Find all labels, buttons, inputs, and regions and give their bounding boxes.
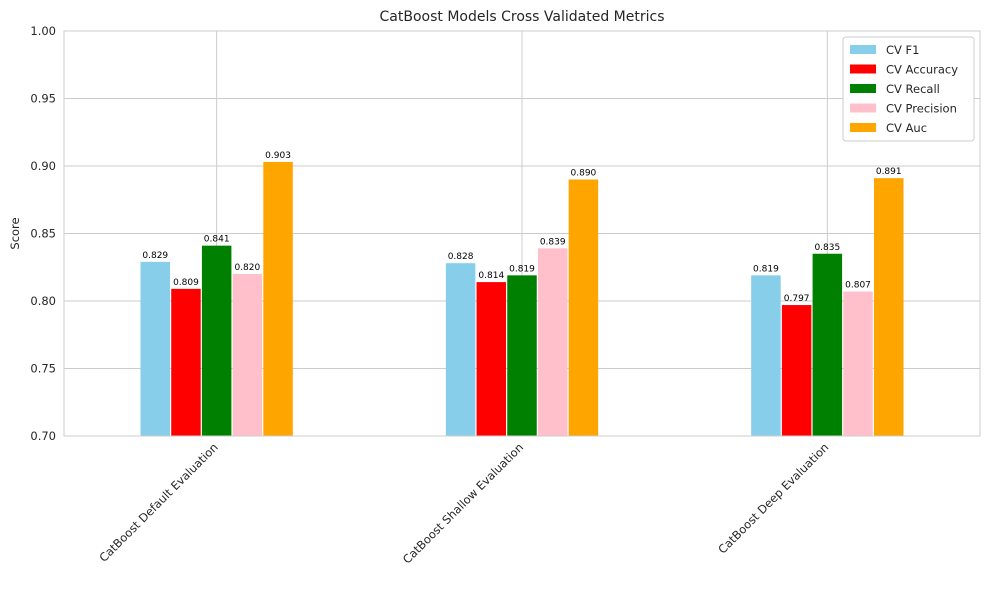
plot-frame xyxy=(63,30,981,437)
bar-value-label: 0.891 xyxy=(876,167,902,177)
bars xyxy=(140,161,904,436)
legend-box xyxy=(842,36,975,142)
legend-swatch xyxy=(850,45,876,54)
y-tick-label: 0.70 xyxy=(30,429,56,443)
legend: CV F1 CV Accuracy CV Recall CV Precision CV … xyxy=(842,36,975,142)
bar-value-label: 0.819 xyxy=(509,264,535,274)
chart-title: CatBoost Models Cross Validated Metrics xyxy=(380,9,665,25)
bar xyxy=(476,282,507,436)
legend-swatch xyxy=(850,84,876,93)
y-axis-label: Score xyxy=(8,217,22,249)
legend-label: CV Accuracy xyxy=(886,63,958,77)
y-tick-label: 0.85 xyxy=(30,227,56,241)
bar-value-label: 0.829 xyxy=(142,251,168,261)
bar xyxy=(201,245,232,436)
y-tick-labels: 0.70 0.75 0.80 0.85 0.90 0.95 1.00 xyxy=(30,24,56,443)
bar xyxy=(263,161,293,436)
bar xyxy=(781,305,812,436)
y-tick-label: 0.95 xyxy=(30,92,56,106)
bar-value-label: 0.841 xyxy=(204,235,230,245)
bar-value-label: 0.835 xyxy=(814,243,840,253)
bar xyxy=(812,253,843,436)
bar-value-label: 0.797 xyxy=(784,294,810,304)
legend-swatch xyxy=(850,103,876,113)
bar xyxy=(537,248,568,436)
legend-label: CV Auc xyxy=(886,121,927,135)
bar xyxy=(232,274,263,436)
legend-swatch xyxy=(850,64,876,74)
bar-value-label: 0.807 xyxy=(845,281,871,291)
y-tick-label: 1.00 xyxy=(30,24,56,38)
bar-value-label: 0.809 xyxy=(173,278,199,288)
legend-swatch xyxy=(850,123,876,132)
bar-value-label: 0.903 xyxy=(265,151,291,161)
bar xyxy=(507,275,537,436)
bar-value-label: 0.819 xyxy=(753,264,779,274)
bar xyxy=(568,179,599,436)
bar xyxy=(843,291,873,436)
legend-label: CV Precision xyxy=(886,102,957,116)
bar xyxy=(873,178,904,436)
bar xyxy=(171,288,201,436)
bar xyxy=(445,263,476,436)
bar xyxy=(751,275,781,436)
bar-value-label: 0.839 xyxy=(540,237,566,247)
y-tick-label: 0.75 xyxy=(30,362,56,376)
bar xyxy=(140,261,171,436)
legend-label: CV F1 xyxy=(886,43,919,57)
y-tick-label: 0.90 xyxy=(30,159,56,173)
y-tick-label: 0.80 xyxy=(30,294,56,308)
bar-value-label: 0.814 xyxy=(478,271,504,281)
bar-value-label: 0.820 xyxy=(234,263,260,273)
bar-value-label: 0.890 xyxy=(571,169,597,179)
legend-label: CV Recall xyxy=(886,82,940,96)
bar-value-label: 0.828 xyxy=(448,252,474,262)
data-labels: 0.829 0.809 0.841 0.820 0.903 0.828 0.814 0.819… xyxy=(142,151,901,304)
